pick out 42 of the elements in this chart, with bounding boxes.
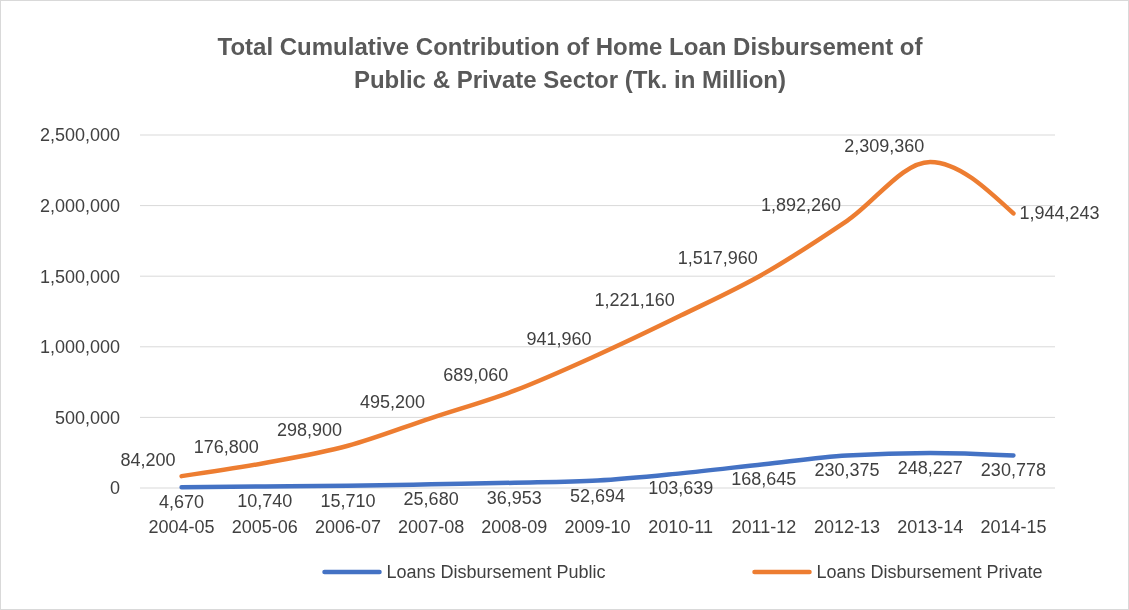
x-tick-label: 2006-07 [314,517,381,537]
data-label: 176,800 [193,437,259,458]
data-label: 25,680 [403,489,459,510]
data-label: 15,710 [320,490,376,511]
x-tick-label: 2009-10 [564,517,631,537]
y-tick-label: 1,000,000 [39,337,120,358]
data-label: 103,639 [648,478,714,499]
data-label: 689,060 [443,364,509,385]
data-label: 4,670 [159,492,205,513]
data-label: 495,200 [360,392,426,413]
y-tick-label: 500,000 [54,407,120,428]
data-label: 248,227 [897,457,963,478]
x-tick-label: 2012-13 [814,517,881,537]
x-tick-label: 2010-11 [648,517,714,537]
y-tick-label: 1,500,000 [39,266,120,287]
data-label: 1,944,243 [1019,203,1100,224]
data-label: 10,740 [237,491,293,512]
data-label: 52,694 [569,485,626,506]
x-tick-label: 2004-05 [148,517,215,537]
data-label: 230,778 [980,460,1046,481]
y-tick-label: 2,000,000 [39,195,120,216]
legend-label: Loans Disbursement Public [386,562,606,583]
x-tick-label: 2014-15 [980,517,1047,537]
data-label: 36,953 [486,487,542,508]
chart-title: Total Cumulative Contribution of Home Loan Disbursement of Public & Private Sector (Tk. in Million) [217,33,924,93]
data-label: 168,645 [731,469,797,490]
x-tick-label: 2007-08 [398,517,465,537]
x-tick-label: 2011-12 [731,517,797,537]
legend-label: Loans Disbursement Private [816,562,1043,583]
data-label: 84,200 [120,450,176,471]
y-tick-label: 2,500,000 [39,125,120,146]
data-label: 2,309,360 [844,135,925,156]
y-tick-label: 0 [109,478,120,499]
x-tick-label: 2005-06 [231,517,298,537]
data-label: 1,892,260 [760,194,842,215]
data-label: 1,517,960 [677,247,758,268]
data-label: 1,221,160 [594,289,675,310]
x-tick-label: 2013-14 [897,517,964,537]
data-label: 298,900 [276,419,342,440]
data-label: 230,375 [814,460,880,481]
data-label: 941,960 [526,329,592,349]
x-tick-label: 2008-09 [481,517,548,537]
